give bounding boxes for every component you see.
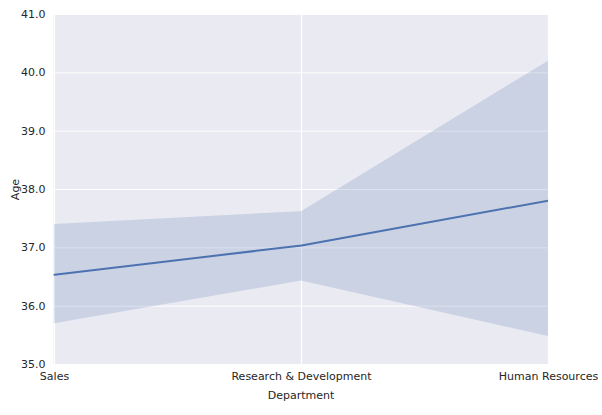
svg-text:Sales: Sales — [40, 370, 70, 383]
svg-text:Department: Department — [268, 389, 335, 402]
svg-text:39.0: 39.0 — [21, 125, 46, 138]
svg-text:Human Resources: Human Resources — [499, 370, 599, 383]
svg-text:Age: Age — [9, 179, 22, 201]
svg-text:38.0: 38.0 — [21, 183, 46, 196]
svg-text:40.0: 40.0 — [21, 66, 46, 79]
svg-text:Research & Development: Research & Development — [231, 370, 372, 383]
svg-text:35.0: 35.0 — [21, 358, 46, 371]
svg-text:36.0: 36.0 — [21, 300, 46, 313]
svg-text:41.0: 41.0 — [21, 8, 46, 21]
svg-text:37.0: 37.0 — [21, 241, 46, 254]
